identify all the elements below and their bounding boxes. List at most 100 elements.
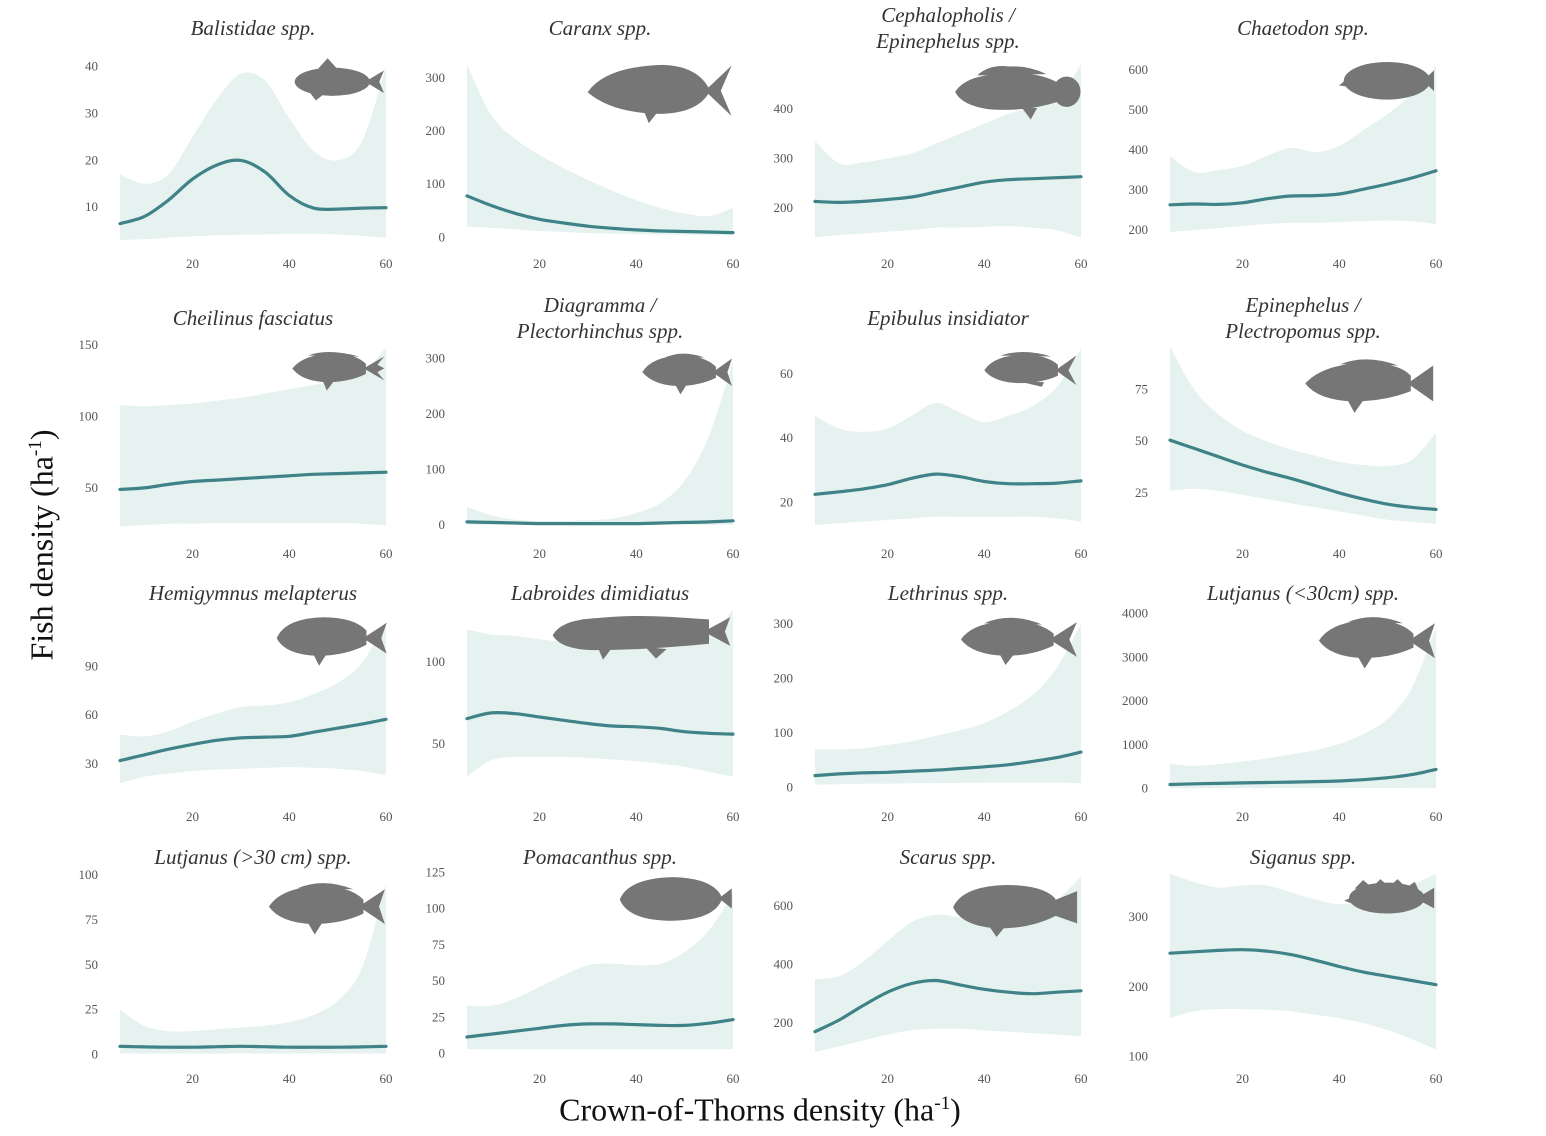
- y-tick-label: 40: [780, 430, 793, 445]
- y-tick-label: 400: [774, 101, 794, 116]
- y-tick-label: 40: [85, 59, 98, 74]
- y-tick-label: 60: [780, 366, 793, 381]
- x-tick-label: 40: [630, 809, 643, 824]
- confidence-band: [120, 884, 386, 1054]
- x-tick-label: 40: [1333, 1071, 1346, 1086]
- y-tick-label: 20: [780, 494, 793, 509]
- fit-line: [1168, 767, 1438, 787]
- y-tick-label: 200: [426, 406, 446, 421]
- y-tick-label: 200: [774, 200, 794, 215]
- fit-line: [1168, 948, 1438, 987]
- y-tick-label: 200: [774, 671, 794, 686]
- y-tick-label: 600: [774, 898, 794, 913]
- confidence-band: [467, 361, 733, 525]
- panel-epibulus-insidiator: 20 40 60 20 40 60 Epibulus insidiator: [780, 306, 1088, 561]
- x-tick-label: 20: [533, 809, 546, 824]
- x-tick-label: 20: [1236, 256, 1249, 271]
- x-tick-label: 40: [1333, 809, 1346, 824]
- y-tick-label: 75: [432, 937, 445, 952]
- x-tick-label: 20: [186, 256, 199, 271]
- x-tick-label: 40: [978, 1071, 991, 1086]
- panel-cephalopholis-epinephelus-spp: 200 300 400 20 40 60 Cephalopholis /Epinephelu…: [774, 3, 1088, 271]
- fit-line: [1168, 438, 1438, 511]
- x-tick-label: 60: [727, 546, 740, 561]
- confidence-band: [815, 624, 1081, 785]
- small-snapper-silhouette-icon: [1318, 617, 1435, 669]
- panel-cheilinus-fasciatus: 50 100 150 20 40 60 Cheilinus fasciatus: [79, 306, 393, 561]
- x-tick-label: 40: [978, 809, 991, 824]
- panel-title: Lethrinus spp.: [887, 581, 1008, 605]
- panel-title: Balistidae spp.: [191, 16, 316, 40]
- panel-title: Cheilinus fasciatus: [173, 306, 333, 330]
- y-tick-label: 0: [787, 780, 794, 795]
- y-tick-label: 25: [432, 1009, 445, 1024]
- fit-line: [118, 717, 388, 763]
- jack-silhouette-icon: [587, 64, 732, 124]
- panel-title-line: Diagramma /: [543, 293, 659, 317]
- x-tick-label: 20: [1236, 1071, 1249, 1086]
- panel-title: Siganus spp.: [1250, 845, 1356, 869]
- y-tick-label: 300: [1129, 182, 1149, 197]
- x-tick-label: 40: [283, 809, 296, 824]
- x-tick-label: 60: [1430, 546, 1443, 561]
- y-tick-label: 300: [426, 351, 446, 366]
- panel-title-line: Plectorhinchus spp.: [516, 319, 683, 343]
- y-tick-label: 75: [85, 912, 98, 927]
- panel-scarus-spp: 200 400 600 20 40 60 Scarus spp.: [774, 845, 1088, 1086]
- y-tick-label: 300: [774, 616, 794, 631]
- y-tick-label: 0: [1142, 781, 1149, 796]
- panel-title: Lutjanus (<30cm) spp.: [1206, 581, 1399, 605]
- confidence-band: [467, 894, 733, 1050]
- y-tick-label: 100: [426, 654, 446, 669]
- y-tick-label: 0: [439, 229, 446, 244]
- y-tick-label: 600: [1129, 62, 1149, 77]
- y-tick-label: 300: [1129, 909, 1149, 924]
- x-tick-label: 20: [186, 1071, 199, 1086]
- x-tick-label: 60: [1075, 809, 1088, 824]
- panel-lethrinus-spp: 0 100 200 300 20 40 60 Lethrinus spp.: [774, 581, 1088, 824]
- fit-line: [1168, 169, 1438, 207]
- y-tick-label: 0: [439, 517, 446, 532]
- x-axis-label-text: Crown-of-Thorns density (ha-1): [559, 1091, 961, 1128]
- coral-trout-silhouette-icon: [1305, 359, 1434, 413]
- fit-line: [813, 978, 1083, 1034]
- y-tick-label: 200: [426, 123, 446, 138]
- panel-title: Chaetodon spp.: [1237, 16, 1369, 40]
- y-tick-label: 100: [79, 408, 99, 423]
- x-tick-label: 40: [1333, 546, 1346, 561]
- panel-lutjanus-30-cm-spp: 0 25 50 75 100 20 40 60 Lutjanus (>30 cm) spp.: [79, 845, 393, 1086]
- y-tick-label: 400: [774, 956, 794, 971]
- y-tick-label: 100: [426, 901, 446, 916]
- x-tick-label: 20: [186, 809, 199, 824]
- y-tick-label: 60: [85, 707, 98, 722]
- panel-title-line: Epinephelus /: [1245, 293, 1363, 317]
- y-tick-label: 50: [432, 973, 445, 988]
- x-tick-label: 20: [881, 809, 894, 824]
- x-tick-label: 20: [881, 1071, 894, 1086]
- x-tick-label: 60: [727, 1071, 740, 1086]
- y-axis-label: Fish density (ha-1): [24, 429, 61, 660]
- x-tick-label: 20: [1236, 809, 1249, 824]
- panel-caranx-spp: 0 100 200 300 20 40 60 Caranx spp.: [426, 16, 740, 271]
- y-tick-label: 150: [79, 337, 99, 352]
- panel-title: Scarus spp.: [900, 845, 997, 869]
- y-tick-label: 100: [426, 462, 446, 477]
- panel-diagramma-plectorhinchus-spp: 0 100 200 300 20 40 60 Diagramma /Plectorhinchu…: [426, 293, 740, 561]
- y-tick-label: 30: [85, 756, 98, 771]
- x-tick-label: 20: [881, 256, 894, 271]
- fit-line: [813, 472, 1083, 496]
- y-tick-label: 0: [92, 1046, 99, 1061]
- confidence-band: [467, 609, 733, 777]
- x-tick-label: 40: [630, 1071, 643, 1086]
- y-tick-label: 125: [426, 864, 446, 879]
- y-tick-label: 2000: [1122, 693, 1148, 708]
- y-tick-label: 200: [1129, 222, 1149, 237]
- fit-line: [465, 1018, 735, 1039]
- x-tick-label: 60: [1075, 546, 1088, 561]
- y-tick-label: 50: [1135, 433, 1148, 448]
- fit-line: [465, 519, 735, 526]
- panel-title-line: Cephalopholis /: [881, 3, 1017, 27]
- confidence-band: [815, 64, 1081, 238]
- angelfish-silhouette-icon: [619, 877, 732, 921]
